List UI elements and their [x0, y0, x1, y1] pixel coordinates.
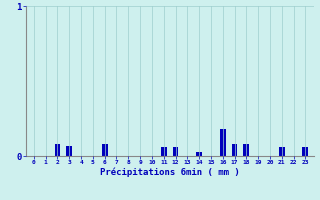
Bar	[279, 147, 285, 156]
Bar	[302, 147, 308, 156]
Bar	[220, 129, 226, 156]
Bar	[244, 144, 249, 156]
X-axis label: Précipitations 6min ( mm ): Précipitations 6min ( mm )	[100, 168, 239, 177]
Bar	[196, 152, 202, 156]
Bar	[66, 146, 72, 156]
Bar	[232, 144, 237, 156]
Bar	[172, 147, 179, 156]
Bar	[54, 144, 60, 156]
Bar	[161, 147, 167, 156]
Bar	[102, 144, 108, 156]
